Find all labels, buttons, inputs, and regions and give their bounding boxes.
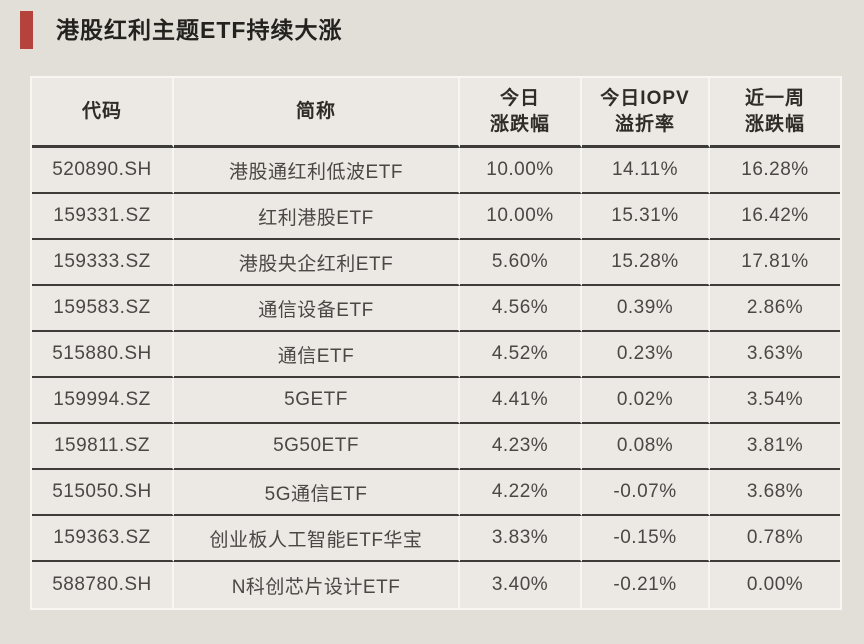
week-change: 3.68% [710,470,840,516]
page-title: 港股红利主题ETF持续大涨 [56,17,343,43]
col-header-code: 代码 [32,78,174,148]
col-header-iopv-premium: 今日IOPV 溢折率 [582,78,710,148]
today-change: 10.00% [460,194,582,240]
table-row: 159363.SZ 创业板人工智能ETF华宝 3.83% -0.15% 0.78… [32,516,840,562]
etf-code: 159363.SZ [32,516,174,562]
etf-name: N科创芯片设计ETF [174,562,460,608]
etf-name: 红利港股ETF [174,194,460,240]
table-row: 588780.SH N科创芯片设计ETF 3.40% -0.21% 0.00% [32,562,840,608]
etf-code: 515880.SH [32,332,174,378]
etf-name: 创业板人工智能ETF华宝 [174,516,460,562]
week-change: 3.54% [710,378,840,424]
table-header-row: 代码 简称 今日 涨跌幅 今日IOPV 溢折率 近一周 涨跌幅 [32,78,840,148]
etf-code: 159583.SZ [32,286,174,332]
iopv-premium: -0.21% [582,562,710,608]
etf-name: 5G通信ETF [174,470,460,516]
today-change: 4.56% [460,286,582,332]
iopv-premium: 0.39% [582,286,710,332]
etf-code: 515050.SH [32,470,174,516]
etf-code: 520890.SH [32,148,174,194]
today-change: 4.52% [460,332,582,378]
week-change: 16.28% [710,148,840,194]
table-row: 520890.SH 港股通红利低波ETF 10.00% 14.11% 16.28… [32,148,840,194]
table-row: 159333.SZ 港股央企红利ETF 5.60% 15.28% 17.81% [32,240,840,286]
week-change: 2.86% [710,286,840,332]
title-accent-bar-icon [20,11,33,49]
etf-name: 通信设备ETF [174,286,460,332]
week-change: 3.81% [710,424,840,470]
iopv-premium: 14.11% [582,148,710,194]
table-row: 515880.SH 通信ETF 4.52% 0.23% 3.63% [32,332,840,378]
iopv-premium: -0.07% [582,470,710,516]
iopv-premium: -0.15% [582,516,710,562]
week-change: 0.78% [710,516,840,562]
etf-code: 159994.SZ [32,378,174,424]
week-change: 16.42% [710,194,840,240]
iopv-premium: 0.02% [582,378,710,424]
etf-code: 159811.SZ [32,424,174,470]
etf-name: 港股通红利低波ETF [174,148,460,194]
iopv-premium: 0.23% [582,332,710,378]
table-row: 159331.SZ 红利港股ETF 10.00% 15.31% 16.42% [32,194,840,240]
etf-table-container: 代码 简称 今日 涨跌幅 今日IOPV 溢折率 近一周 涨跌幅 520890.S… [30,76,842,610]
etf-name: 5GETF [174,378,460,424]
today-change: 5.60% [460,240,582,286]
week-change: 3.63% [710,332,840,378]
etf-code: 588780.SH [32,562,174,608]
today-change: 4.22% [460,470,582,516]
today-change: 3.40% [460,562,582,608]
etf-table: 代码 简称 今日 涨跌幅 今日IOPV 溢折率 近一周 涨跌幅 520890.S… [30,76,842,610]
etf-name: 通信ETF [174,332,460,378]
col-header-week-change: 近一周 涨跌幅 [710,78,840,148]
col-header-name: 简称 [174,78,460,148]
today-change: 4.23% [460,424,582,470]
table-row: 159811.SZ 5G50ETF 4.23% 0.08% 3.81% [32,424,840,470]
iopv-premium: 0.08% [582,424,710,470]
table-row: 159994.SZ 5GETF 4.41% 0.02% 3.54% [32,378,840,424]
etf-code: 159333.SZ [32,240,174,286]
table-row: 515050.SH 5G通信ETF 4.22% -0.07% 3.68% [32,470,840,516]
today-change: 4.41% [460,378,582,424]
iopv-premium: 15.28% [582,240,710,286]
etf-code: 159331.SZ [32,194,174,240]
etf-name: 5G50ETF [174,424,460,470]
week-change: 0.00% [746,574,804,595]
etf-name: 港股央企红利ETF [174,240,460,286]
today-change: 3.83% [460,516,582,562]
iopv-premium: 15.31% [582,194,710,240]
table-row: 159583.SZ 通信设备ETF 4.56% 0.39% 2.86% [32,286,840,332]
article-title-block: 港股红利主题ETF持续大涨 [20,11,342,49]
week-change: 17.81% [710,240,840,286]
col-header-today-change: 今日 涨跌幅 [460,78,582,148]
today-change: 10.00% [460,148,582,194]
